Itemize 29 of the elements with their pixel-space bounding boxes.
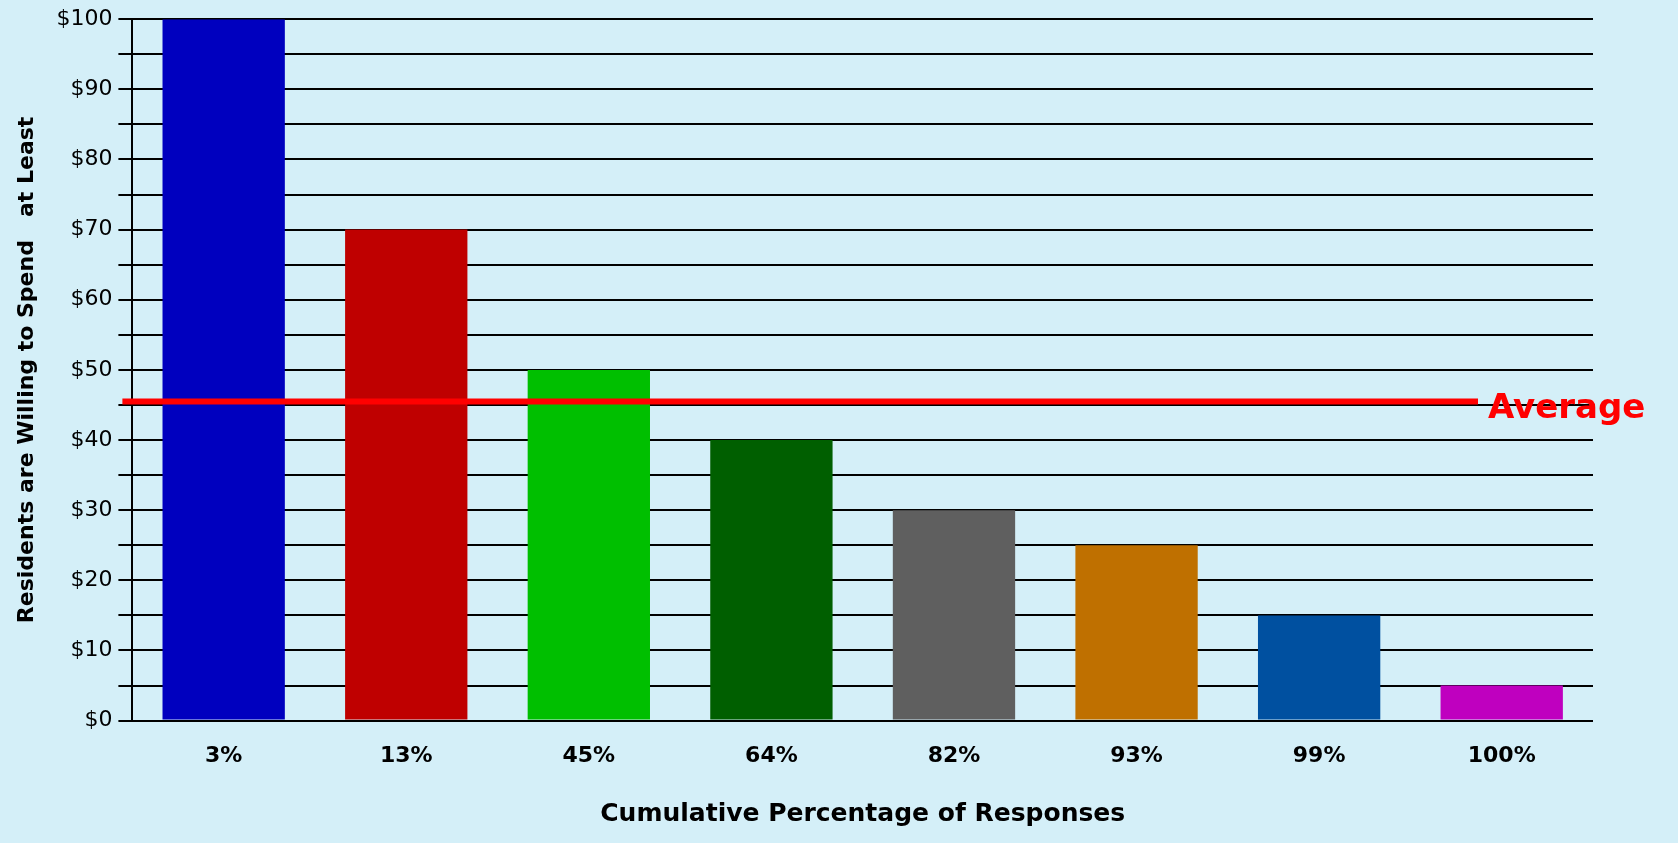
y-tick-label: $50 xyxy=(70,355,113,381)
y-tick-label: $80 xyxy=(70,145,113,171)
x-tick-label: 45% xyxy=(562,741,616,767)
x-tick-label: 13% xyxy=(379,741,433,767)
y-tick-label: $60 xyxy=(70,285,113,311)
bar xyxy=(710,440,833,720)
y-tick-label: $0 xyxy=(84,706,113,732)
y-tick-label: $70 xyxy=(70,215,113,241)
x-tick-label: 64% xyxy=(745,741,798,767)
bar xyxy=(1440,685,1563,720)
bar xyxy=(1257,615,1381,720)
x-tick-label: 82% xyxy=(927,741,981,767)
x-axis-title: Cumulative Percentage of Responses xyxy=(600,797,1126,827)
y-tick-label: $10 xyxy=(70,636,113,662)
x-tick-label: 3% xyxy=(205,741,243,767)
y-tick-label: $100 xyxy=(56,4,113,30)
y-tick-label: $40 xyxy=(70,425,113,451)
y-axis-title: Residents are Willing to Spend at Least xyxy=(12,116,38,624)
x-tick-label: 93% xyxy=(1110,741,1163,767)
bar xyxy=(892,510,1016,720)
y-tick-label: $30 xyxy=(70,495,113,521)
y-tick-label: $90 xyxy=(70,75,113,101)
bar xyxy=(162,19,285,720)
bar xyxy=(527,369,650,720)
bar xyxy=(1075,545,1198,720)
x-tick-label: 100% xyxy=(1467,741,1536,767)
bar xyxy=(345,229,468,720)
y-tick-label: $20 xyxy=(70,566,113,592)
x-tick-label: 99% xyxy=(1292,741,1346,767)
